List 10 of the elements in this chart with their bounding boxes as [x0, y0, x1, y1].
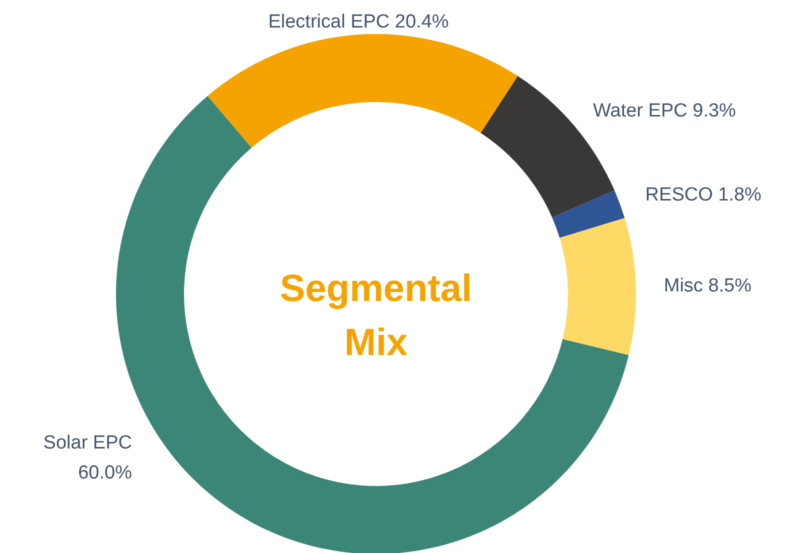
slice-label: RESCO 1.8% — [645, 184, 762, 206]
text: Segmental Mix — [280, 268, 472, 364]
slice-label: Water EPC 9.3% — [593, 100, 736, 122]
donut-slice — [552, 190, 625, 238]
data-label: 60.0% — [78, 462, 132, 484]
donut-slice — [560, 218, 636, 356]
donut-slice — [208, 34, 518, 148]
slice-label: Misc 8.5% — [664, 275, 752, 296]
slice-label: Electrical EPC 20.4% — [268, 12, 449, 33]
slice-label: Solar EPC — [43, 432, 132, 454]
